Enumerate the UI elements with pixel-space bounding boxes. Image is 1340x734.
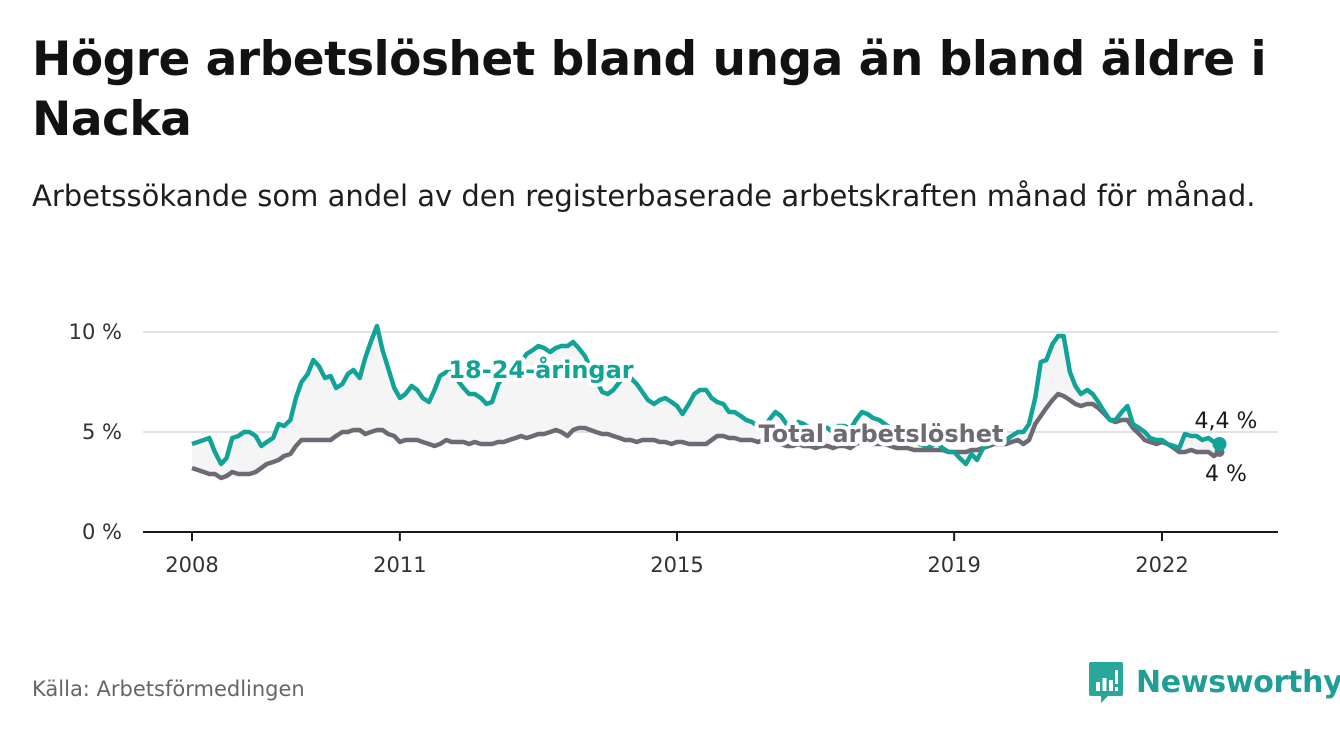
series-endpoint-young xyxy=(1212,437,1227,451)
chart-subtitle: Arbetssökande som andel av den registerb… xyxy=(32,179,1256,213)
newsworthy-logo-icon xyxy=(1089,662,1123,703)
newsworthy-logo: Newsworthy xyxy=(1088,660,1340,704)
end-label-young: 4,4 % xyxy=(1195,409,1258,434)
series-label-total-halo: Total arbetslöshet xyxy=(758,420,1003,448)
source-note: Källa: Arbetsförmedlingen xyxy=(32,677,305,701)
axes: 0 % 5 % 10 % 2008 2011 2015 2019 2022 xyxy=(69,320,1278,577)
y-tick-label: 5 % xyxy=(82,420,122,444)
x-tick-label: 2015 xyxy=(650,553,703,577)
x-tick-label: 2019 xyxy=(927,553,980,577)
brand-name: Newsworthy xyxy=(1136,664,1340,700)
x-tick-label: 2022 xyxy=(1135,553,1188,577)
chart-title: Högre arbetslöshet bland unga än bland ä… xyxy=(32,32,1267,147)
series-label-total-text: Total arbetslöshet xyxy=(758,420,1003,448)
series-line-young xyxy=(191,323,1221,467)
series-label-young-halo: 18-24-åringar xyxy=(448,355,633,384)
end-label-total: 4 % xyxy=(1205,462,1247,487)
y-tick-label: 10 % xyxy=(69,320,122,344)
series-line-total xyxy=(191,391,1221,481)
series-label-young-text: 18-24-åringar xyxy=(448,355,633,384)
y-tick-label: 0 % xyxy=(82,520,122,544)
x-tick-label: 2008 xyxy=(165,553,218,577)
x-tick-label: 2011 xyxy=(373,553,426,577)
series-lines xyxy=(191,323,1227,481)
